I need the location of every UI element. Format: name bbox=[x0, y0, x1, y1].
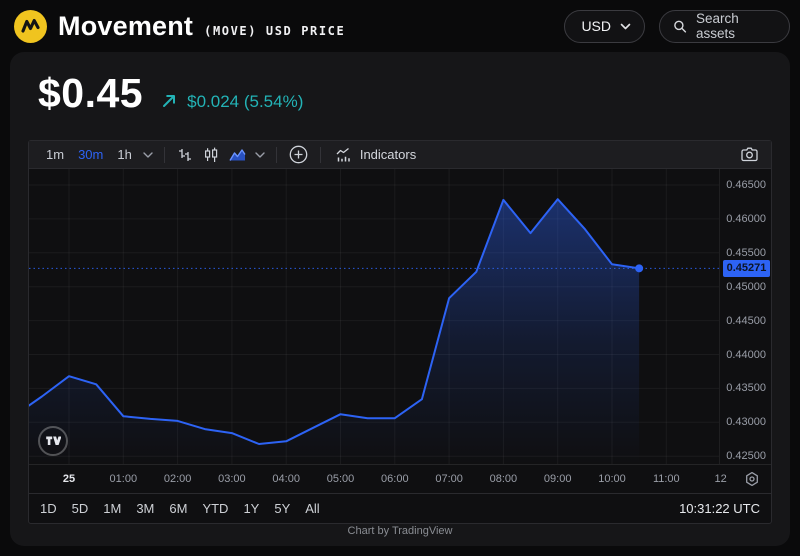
camera-icon bbox=[740, 146, 759, 163]
chart-canvas bbox=[29, 169, 719, 464]
time-tick: 09:00 bbox=[544, 473, 572, 485]
indicators-icon bbox=[334, 146, 353, 164]
bars-style-button[interactable] bbox=[172, 142, 198, 168]
style-menu-chevron-icon[interactable] bbox=[251, 142, 269, 168]
time-tick: 02:00 bbox=[164, 473, 192, 485]
utc-clock: 10:31:22 UTC bbox=[679, 501, 760, 516]
toolbar-divider bbox=[276, 147, 277, 163]
range-5Y[interactable]: 5Y bbox=[274, 501, 290, 516]
screenshot-button[interactable] bbox=[736, 142, 763, 168]
movement-logo-icon bbox=[14, 10, 47, 43]
plus-circle-icon bbox=[288, 144, 309, 165]
price-tick: 0.43000 bbox=[726, 416, 766, 428]
indicators-button[interactable]: Indicators bbox=[328, 146, 422, 164]
chart-attribution: Chart by TradingView bbox=[10, 525, 790, 537]
price-tick: 0.44000 bbox=[726, 349, 766, 361]
interval-1m[interactable]: 1m bbox=[39, 141, 71, 168]
ticker-label: (MOVE) USD PRICE bbox=[204, 24, 345, 38]
price-change: $0.024 (5.54%) bbox=[187, 92, 303, 112]
search-input[interactable]: Search assets bbox=[659, 10, 790, 43]
toolbar-divider bbox=[164, 147, 165, 163]
price-tick: 0.45000 bbox=[726, 281, 766, 293]
candles-style-icon bbox=[202, 146, 220, 164]
brand: Movement (MOVE) USD PRICE bbox=[14, 10, 564, 43]
price-tick: 0.46500 bbox=[726, 179, 766, 191]
price-tick: 0.42500 bbox=[726, 450, 766, 462]
bars-style-icon bbox=[176, 146, 194, 164]
toolbar-divider bbox=[320, 147, 321, 163]
up-right-arrow-icon bbox=[161, 92, 178, 109]
range-5D[interactable]: 5D bbox=[72, 501, 89, 516]
price-tick: 0.43500 bbox=[726, 382, 766, 394]
tradingview-watermark[interactable] bbox=[38, 426, 68, 456]
price-header: $0.45 $0.024 (5.54%) bbox=[38, 73, 303, 114]
range-All[interactable]: All bbox=[305, 501, 319, 516]
price-scale[interactable]: 0.45271 0.46500 0.46000 0.45500 0.45000 0.44… bbox=[719, 169, 771, 464]
currency-selected-label: USD bbox=[581, 18, 611, 34]
time-tick: 01:00 bbox=[110, 473, 138, 485]
time-tick: 10:00 bbox=[598, 473, 626, 485]
chevron-down-icon bbox=[620, 23, 631, 30]
interval-30m[interactable]: 30m bbox=[71, 141, 110, 168]
current-price: $0.45 bbox=[38, 73, 143, 114]
range-buttons: 1D 5D 1M 3M 6M YTD 1Y 5Y All bbox=[40, 501, 679, 516]
area-style-button[interactable] bbox=[224, 142, 251, 168]
site-header: Movement (MOVE) USD PRICE USD Search ass… bbox=[0, 0, 800, 52]
chart-body: 0.45271 0.46500 0.46000 0.45500 0.45000 0.44… bbox=[29, 169, 771, 464]
range-1D[interactable]: 1D bbox=[40, 501, 57, 516]
time-tick: 05:00 bbox=[327, 473, 355, 485]
interval-1h[interactable]: 1h bbox=[110, 141, 138, 168]
time-tick: 03:00 bbox=[218, 473, 246, 485]
gear-icon[interactable] bbox=[744, 471, 760, 487]
chart-toolbar: 1m30m1h bbox=[29, 141, 771, 169]
range-YTD[interactable]: YTD bbox=[202, 501, 228, 516]
price-tick: 0.44500 bbox=[726, 315, 766, 327]
time-tick: 04:00 bbox=[272, 473, 300, 485]
time-tick: 25 bbox=[63, 473, 75, 485]
range-3M[interactable]: 3M bbox=[136, 501, 154, 516]
interval-buttons: 1m30m1h bbox=[39, 141, 139, 168]
time-axis[interactable]: 25 01:00 02:00 03:00 04:00 05:00 06:00 07:00 08:… bbox=[29, 464, 771, 494]
range-1Y[interactable]: 1Y bbox=[243, 501, 259, 516]
price-tick: 0.45500 bbox=[726, 247, 766, 259]
price-chart[interactable] bbox=[29, 169, 719, 464]
time-tick: 06:00 bbox=[381, 473, 409, 485]
indicators-label: Indicators bbox=[360, 147, 416, 162]
range-1M[interactable]: 1M bbox=[103, 501, 121, 516]
price-tick: 0.46000 bbox=[726, 213, 766, 225]
page-title: Movement (MOVE) USD PRICE bbox=[58, 13, 345, 40]
current-price-badge: 0.45271 bbox=[723, 260, 770, 277]
candles-style-button[interactable] bbox=[198, 142, 224, 168]
range-bar: 1D 5D 1M 3M 6M YTD 1Y 5Y All 10:31:22 UTC bbox=[29, 493, 771, 523]
range-6M[interactable]: 6M bbox=[169, 501, 187, 516]
time-tick: 11:00 bbox=[653, 473, 680, 485]
chart-widget: 1m30m1h bbox=[28, 140, 772, 524]
search-icon bbox=[673, 19, 687, 34]
time-tick: 07:00 bbox=[435, 473, 463, 485]
time-tick: 08:00 bbox=[490, 473, 518, 485]
price-card: $0.45 $0.024 (5.54%) 1m30m1h bbox=[10, 52, 790, 546]
currency-selector[interactable]: USD bbox=[564, 10, 645, 43]
area-style-icon bbox=[228, 146, 247, 164]
search-placeholder: Search assets bbox=[696, 11, 776, 41]
coin-name: Movement bbox=[58, 13, 193, 40]
time-tick: 12 bbox=[714, 473, 726, 485]
interval-menu-chevron-icon[interactable] bbox=[139, 142, 157, 168]
compare-add-button[interactable] bbox=[284, 142, 313, 168]
